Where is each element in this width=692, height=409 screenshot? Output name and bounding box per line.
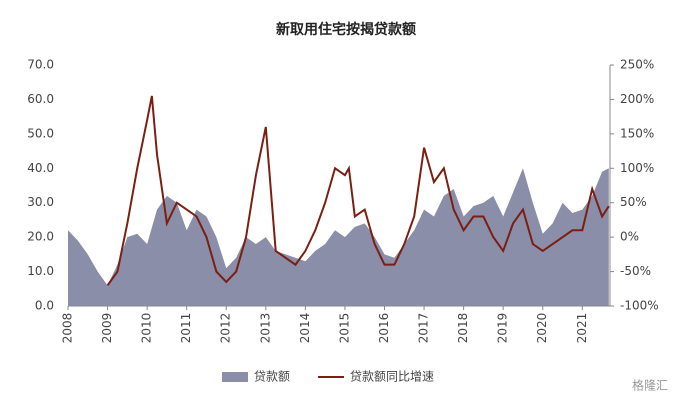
y2-tick-label: 0%: [620, 230, 639, 244]
legend-label: 贷款额同比增速: [350, 370, 434, 384]
x-tick-label: 2016: [377, 313, 391, 344]
y-tick-label: 70.0: [27, 58, 54, 72]
watermark: 格隆汇: [632, 378, 668, 393]
y-tick-label: 0.0: [35, 299, 54, 313]
y2-tick-label: -50%: [620, 264, 651, 278]
x-tick-label: 2012: [219, 313, 233, 344]
legend-swatch: [222, 372, 248, 382]
x-tick-label: 2020: [535, 313, 549, 344]
y2-tick-label: 200%: [620, 92, 654, 106]
x-tick-label: 2013: [258, 313, 272, 344]
y2-tick-label: 100%: [620, 161, 654, 175]
y-tick-label: 50.0: [27, 126, 54, 140]
y-tick-label: 40.0: [27, 161, 54, 175]
x-tick-label: 2018: [456, 313, 470, 344]
x-tick-label: 2021: [575, 313, 589, 344]
legend-label: 贷款额: [254, 370, 290, 384]
x-tick-label: 2009: [100, 313, 114, 344]
y2-tick-label: 250%: [620, 58, 654, 72]
y2-tick-label: 50%: [620, 195, 647, 209]
x-tick-label: 2019: [496, 313, 510, 344]
x-tick-label: 2017: [417, 313, 431, 344]
x-tick-label: 2015: [337, 313, 351, 344]
chart-title: 新取用住宅按揭贷款额: [276, 21, 416, 38]
y2-tick-label: -100%: [620, 299, 659, 313]
area: [68, 168, 609, 306]
x-tick-label: 2011: [179, 313, 193, 344]
y-tick-label: 60.0: [27, 92, 54, 106]
y-tick-label: 20.0: [27, 230, 54, 244]
line: [106, 95, 610, 286]
x-tick-label: 2014: [298, 313, 312, 344]
y2-tick-label: 150%: [620, 126, 654, 140]
x-tick-label: 2008: [61, 313, 75, 344]
y-tick-label: 30.0: [27, 195, 54, 209]
y-tick-label: 10.0: [27, 264, 54, 278]
x-tick-label: 2010: [140, 313, 154, 344]
